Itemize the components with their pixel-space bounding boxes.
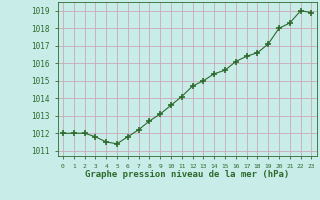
X-axis label: Graphe pression niveau de la mer (hPa): Graphe pression niveau de la mer (hPa)	[85, 170, 289, 179]
